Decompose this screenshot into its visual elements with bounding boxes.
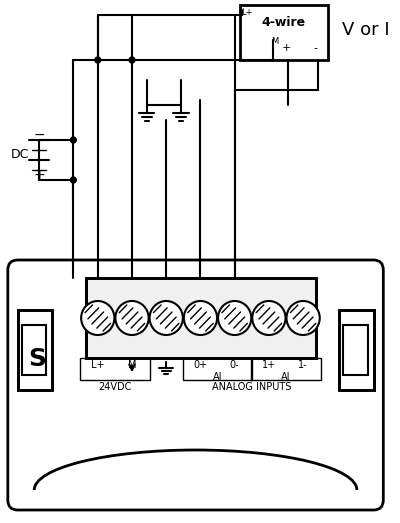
Text: DC: DC [11,149,29,162]
Text: 24VDC: 24VDC [98,382,132,392]
Text: 4-wire: 4-wire [262,17,306,29]
Bar [343,325,368,375]
Text: M: M [128,360,136,370]
Text: L+: L+ [242,8,253,17]
Bar [80,358,150,380]
Bar [251,358,321,380]
Circle shape [218,301,251,335]
Bar [339,310,374,390]
Text: L+: L+ [91,360,104,370]
Circle shape [70,177,76,183]
Bar [339,310,374,390]
Circle shape [184,301,217,335]
Text: V or I: V or I [342,21,390,39]
Circle shape [115,301,149,335]
Text: AI: AI [213,372,222,382]
Text: −: − [33,128,45,142]
FancyBboxPatch shape [8,260,383,510]
Circle shape [81,301,114,335]
Bar [240,5,328,60]
Text: -: - [314,43,318,53]
Circle shape [95,57,101,63]
Text: 1+: 1+ [262,360,276,370]
Text: $\mathbf{S}$: $\mathbf{S}$ [28,348,46,371]
Text: 0+: 0+ [193,360,208,370]
Circle shape [129,57,135,63]
Text: AI: AI [281,372,291,382]
Bar [18,310,52,390]
Text: +: + [282,43,291,53]
Text: M: M [271,37,278,46]
Circle shape [252,301,286,335]
Circle shape [286,301,320,335]
Text: 0-: 0- [230,360,240,370]
Bar [18,310,52,390]
Bar [86,278,316,358]
Text: 1-: 1- [298,360,308,370]
Bar [86,278,316,358]
Text: ANALOG INPUTS: ANALOG INPUTS [212,382,292,392]
Bar [183,358,252,380]
Text: +: + [33,168,45,182]
Circle shape [150,301,183,335]
Circle shape [70,137,76,143]
Bar [22,325,46,375]
